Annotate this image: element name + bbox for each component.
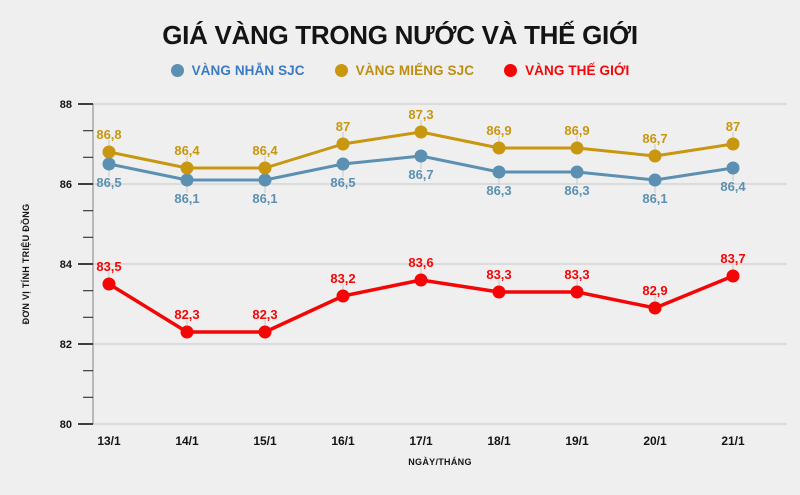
x-tick-label: 21/1 bbox=[721, 434, 745, 448]
data-point-marker bbox=[336, 289, 350, 303]
legend-item-vang-mieng-sjc: VÀNG MIẾNG SJC bbox=[334, 63, 475, 78]
data-label: 83,3 bbox=[486, 267, 511, 282]
data-label: 83,5 bbox=[96, 259, 121, 274]
y-tick-label: 88 bbox=[60, 99, 72, 111]
data-point-marker bbox=[492, 285, 506, 299]
data-point-marker bbox=[570, 285, 584, 299]
data-point-marker bbox=[180, 325, 194, 339]
data-point-marker bbox=[414, 125, 428, 139]
x-tick-label: 18/1 bbox=[487, 434, 511, 448]
data-point-marker bbox=[102, 277, 116, 291]
data-label: 86,5 bbox=[330, 175, 355, 190]
x-tick-label: 13/1 bbox=[97, 434, 121, 448]
x-axis-title: NGÀY/THÁNG bbox=[408, 457, 472, 467]
data-point-marker bbox=[648, 149, 662, 163]
data-label: 86,4 bbox=[174, 143, 200, 158]
legend-dot-red-icon bbox=[504, 64, 518, 77]
data-label: 86,4 bbox=[252, 143, 278, 158]
data-point-marker bbox=[180, 173, 194, 187]
data-label: 86,5 bbox=[96, 175, 121, 190]
data-label: 87 bbox=[336, 119, 350, 134]
x-tick-label: 16/1 bbox=[331, 434, 355, 448]
legend-label: VÀNG THẾ GIỚI bbox=[525, 63, 630, 78]
data-label: 87,3 bbox=[408, 107, 433, 122]
data-label: 86,9 bbox=[564, 123, 589, 138]
data-point-marker bbox=[102, 145, 116, 159]
data-label: 87 bbox=[726, 119, 740, 134]
data-point-marker bbox=[258, 173, 272, 187]
y-tick-label: 82 bbox=[60, 339, 72, 351]
plot-area: 80 82 84 86 88 13/1 14/1 15/1 16/1 17/1 18/1 19/1 20… bbox=[20, 99, 787, 467]
data-point-marker bbox=[336, 157, 350, 171]
data-point-marker bbox=[414, 273, 428, 287]
chart-legend: VÀNG NHẪN SJC VÀNG MIẾNG SJC VÀNG THẾ GI… bbox=[0, 63, 800, 78]
x-tick-label: 19/1 bbox=[565, 434, 589, 448]
data-point-marker bbox=[726, 269, 740, 283]
legend-item-vang-the-gioi: VÀNG THẾ GIỚI bbox=[504, 63, 629, 78]
x-tick-label: 14/1 bbox=[175, 434, 199, 448]
data-point-marker bbox=[648, 173, 662, 187]
data-label: 82,3 bbox=[252, 307, 277, 322]
data-point-marker bbox=[414, 149, 428, 163]
data-label: 83,6 bbox=[408, 255, 433, 270]
data-label: 82,9 bbox=[642, 283, 667, 298]
data-label: 83,2 bbox=[330, 271, 355, 286]
y-axis-title: ĐƠN VỊ TÍNH TRIỆU ĐỒNG bbox=[20, 204, 31, 325]
data-point-marker bbox=[726, 137, 740, 151]
legend-dot-gold-icon bbox=[334, 64, 348, 77]
x-tick-label: 20/1 bbox=[643, 434, 667, 448]
data-label: 83,7 bbox=[720, 251, 745, 266]
data-label: 86,1 bbox=[252, 191, 277, 206]
data-label: 86,8 bbox=[96, 127, 121, 142]
data-label: 86,1 bbox=[642, 191, 667, 206]
data-label: 86,1 bbox=[174, 191, 199, 206]
legend-dot-blue-icon bbox=[170, 64, 184, 77]
data-point-marker bbox=[102, 157, 116, 171]
data-point-marker bbox=[570, 141, 584, 155]
data-point-marker bbox=[258, 325, 272, 339]
data-label: 86,7 bbox=[408, 167, 433, 182]
data-point-marker bbox=[726, 161, 740, 175]
y-tick-label: 80 bbox=[60, 419, 72, 431]
legend-item-vang-nhan-sjc: VÀNG NHẪN SJC bbox=[170, 63, 305, 78]
data-point-marker bbox=[648, 301, 662, 315]
data-point-marker bbox=[336, 137, 350, 151]
data-label: 86,3 bbox=[564, 183, 589, 198]
data-label: 82,3 bbox=[174, 307, 199, 322]
data-label: 86,3 bbox=[486, 183, 511, 198]
data-point-marker bbox=[492, 165, 506, 179]
y-tick-label: 84 bbox=[60, 259, 73, 271]
y-tick-label: 86 bbox=[60, 179, 72, 191]
x-tick-label: 17/1 bbox=[409, 434, 433, 448]
chart-title: GIÁ VÀNG TRONG NƯỚC VÀ THẾ GIỚI bbox=[162, 20, 638, 50]
data-point-marker bbox=[570, 165, 584, 179]
data-label: 86,9 bbox=[486, 123, 511, 138]
data-point-marker bbox=[492, 141, 506, 155]
data-label: 86,7 bbox=[642, 131, 667, 146]
data-label: 83,3 bbox=[564, 267, 589, 282]
data-label: 86,4 bbox=[720, 179, 746, 194]
x-tick-label: 15/1 bbox=[253, 434, 277, 448]
data-point-marker bbox=[180, 161, 194, 175]
legend-label: VÀNG NHẪN SJC bbox=[191, 63, 305, 78]
data-point-marker bbox=[258, 161, 272, 175]
legend-label: VÀNG MIẾNG SJC bbox=[355, 63, 475, 78]
